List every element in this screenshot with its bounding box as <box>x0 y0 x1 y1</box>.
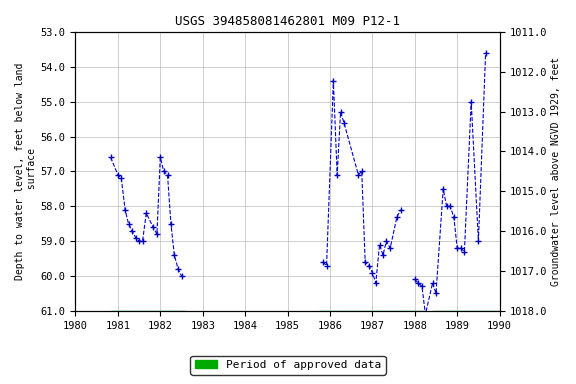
Y-axis label: Groundwater level above NGVD 1929, feet: Groundwater level above NGVD 1929, feet <box>551 57 561 286</box>
Title: USGS 394858081462801 M09 P12-1: USGS 394858081462801 M09 P12-1 <box>175 15 400 28</box>
Y-axis label: Depth to water level, feet below land
 surface: Depth to water level, feet below land su… <box>15 63 37 280</box>
Legend: Period of approved data: Period of approved data <box>191 356 385 375</box>
